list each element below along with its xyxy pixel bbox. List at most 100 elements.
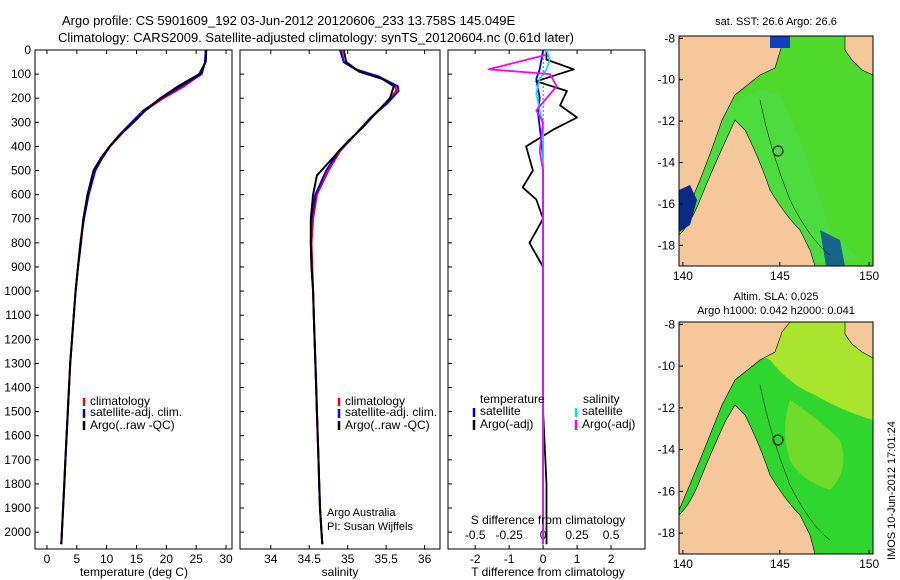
legend-satellite-label: satellite-adj. clim. xyxy=(345,405,437,419)
map-y-tick-label: -10 xyxy=(658,359,676,373)
sla-mid-patch xyxy=(785,400,844,490)
x-tick-label: 10 xyxy=(100,552,114,566)
x-tick-label: -2 xyxy=(470,552,481,566)
depth-tick-label: 1900 xyxy=(4,501,31,515)
map-y-tick-label: -18 xyxy=(658,526,676,540)
sst-cold-north xyxy=(770,36,790,48)
map-y-tick-label: -12 xyxy=(658,401,676,415)
s-difference-label: S difference from climatology xyxy=(471,513,626,527)
legend-s-argo-label: Argo(-adj) xyxy=(582,417,635,431)
sst-argo-location xyxy=(772,145,784,157)
salinity-legend: climatology satellite-adj. clim. Argo(..… xyxy=(337,394,437,432)
imos-credit: IMOS 10-Jun-2012 17:01:24 xyxy=(886,421,898,560)
depth-tick-label: 500 xyxy=(11,164,31,178)
depth-tick-label: 300 xyxy=(11,115,31,129)
x-tick-label: 25 xyxy=(190,552,204,566)
series-line-s-argo-adj- xyxy=(487,53,558,545)
x-tick-label: 34 xyxy=(264,552,278,566)
header-line1: Argo profile: CS 5901609_192 03-Jun-2012… xyxy=(62,13,516,28)
map-y-tick-label: -16 xyxy=(658,197,676,211)
map-x-tick-label: 150 xyxy=(859,269,879,283)
temperature-lines xyxy=(60,50,208,545)
map-x-tick-label: 150 xyxy=(859,557,879,571)
depth-tick-label: 2000 xyxy=(4,525,31,539)
sla-map: Altim. SLA: 0.025 Argo h1000: 0.042 h200… xyxy=(658,291,880,571)
x-tick-label: 15 xyxy=(130,552,144,566)
legend-s-satellite-label: satellite xyxy=(582,404,623,418)
map-y-tick-label: -8 xyxy=(664,317,675,331)
x-tick-label: -1 xyxy=(504,552,515,566)
map-y-tick-label: -10 xyxy=(658,73,676,87)
sst-cold-west xyxy=(679,185,697,232)
legend-t-argo-label: Argo(-adj) xyxy=(480,417,533,431)
depth-tick-label: 800 xyxy=(11,236,31,250)
depth-tick-label: 900 xyxy=(11,260,31,274)
temperature-axes-frame xyxy=(34,49,233,550)
map-y-tick-label: -16 xyxy=(658,484,676,498)
depth-tick-label: 1600 xyxy=(4,429,31,443)
depth-tick-label: 1300 xyxy=(4,356,31,370)
t-difference-label: T difference from climatology xyxy=(471,565,625,579)
x-tick-label: 30 xyxy=(219,552,233,566)
sla-land-queensland xyxy=(678,404,816,555)
credit-pi: PI: Susan Wijffels xyxy=(327,521,413,533)
series-line-argo-raw-qc- xyxy=(60,50,208,545)
sst-map: sat. SST: 26.6 Argo: 26.6 140 145 150 -8 -10… xyxy=(658,16,880,283)
map-x-tick-label: 145 xyxy=(770,269,790,283)
sst-map-axes: 140 145 150 -8 -10 -12 -14 -16 -18 xyxy=(658,31,880,283)
x-tick-label: 5 xyxy=(73,552,80,566)
series-line-argo-raw-qc- xyxy=(309,50,395,545)
credit-argo-australia: Argo Australia xyxy=(327,507,396,519)
temperature-panel: 0100200300400500600700800900100011001200… xyxy=(4,43,233,579)
map-y-tick-label: -14 xyxy=(658,443,676,457)
x-tick-label: 0 xyxy=(44,552,51,566)
legend-salinity-header: salinity xyxy=(583,392,620,406)
sla-map-title2: Argo h1000: 0.042 h2000: 0.041 xyxy=(697,305,855,317)
depth-tick-label: 1500 xyxy=(4,405,31,419)
difference-panel: -2 -1 0 1 2 -0.5 -0.25 0 0.25 0.5 S difference f… xyxy=(447,49,646,579)
x-tick-label: 2 xyxy=(608,552,615,566)
s-difference-axis: -0.5 -0.25 0 0.25 0.5 xyxy=(465,528,620,542)
legend-temperature-header: temperature xyxy=(480,392,545,406)
depth-tick-label: 0 xyxy=(24,43,31,57)
s-diff-tick-label: -0.25 xyxy=(495,528,523,542)
s-diff-tick-label: 0.25 xyxy=(565,528,589,542)
depth-tick-label: 1000 xyxy=(4,284,31,298)
map-x-tick-label: 140 xyxy=(673,269,693,283)
x-tick-label: 35 xyxy=(341,552,355,566)
legend-climatology-label: climatology xyxy=(90,394,150,408)
salinity-x-axis: 34 34.5 35 35.5 36 xyxy=(240,49,432,566)
temperature-x-axis: 0 5 10 15 20 25 30 xyxy=(44,50,233,566)
x-tick-label: 1 xyxy=(574,552,581,566)
x-tick-label: 20 xyxy=(160,552,174,566)
sst-isobath xyxy=(759,99,831,256)
map-x-tick-label: 140 xyxy=(673,557,693,571)
sla-map-axes: 140 145 150 -8 -10 -12 -14 -16 -18 xyxy=(658,317,880,571)
depth-tick-label: 400 xyxy=(11,139,31,153)
sst-map-frame xyxy=(678,35,874,267)
depth-tick-label: 1100 xyxy=(5,308,31,322)
x-tick-label: 34.5 xyxy=(298,552,322,566)
difference-legend: temperature satellite Argo(-adj) salinit… xyxy=(472,392,635,431)
map-y-tick-label: -12 xyxy=(658,114,676,128)
depth-tick-label: 1800 xyxy=(4,477,31,491)
legend-argo-label: Argo(..raw -QC) xyxy=(90,418,175,432)
sla-map-image xyxy=(678,321,874,555)
sst-cold-south xyxy=(820,230,845,266)
x-tick-label: 0 xyxy=(540,552,547,566)
depth-tick-label: 200 xyxy=(11,91,31,105)
x-tick-label: 36 xyxy=(418,552,432,566)
depth-tick-label: 1400 xyxy=(4,380,31,394)
temperature-legend: climatology satellite-adj. clim. Argo(..… xyxy=(82,394,182,432)
depth-tick-label: 100 xyxy=(11,67,31,81)
s-diff-tick-label: -0.5 xyxy=(465,528,486,542)
sla-isobath xyxy=(759,384,831,541)
sst-map-image xyxy=(678,35,874,267)
map-x-tick-label: 145 xyxy=(770,557,790,571)
depth-tick-label: 1200 xyxy=(4,332,31,346)
salinity-lines xyxy=(309,50,400,545)
sla-map-frame xyxy=(678,321,874,555)
sla-land-cape-york xyxy=(678,321,791,511)
depth-tick-label: 600 xyxy=(11,188,31,202)
